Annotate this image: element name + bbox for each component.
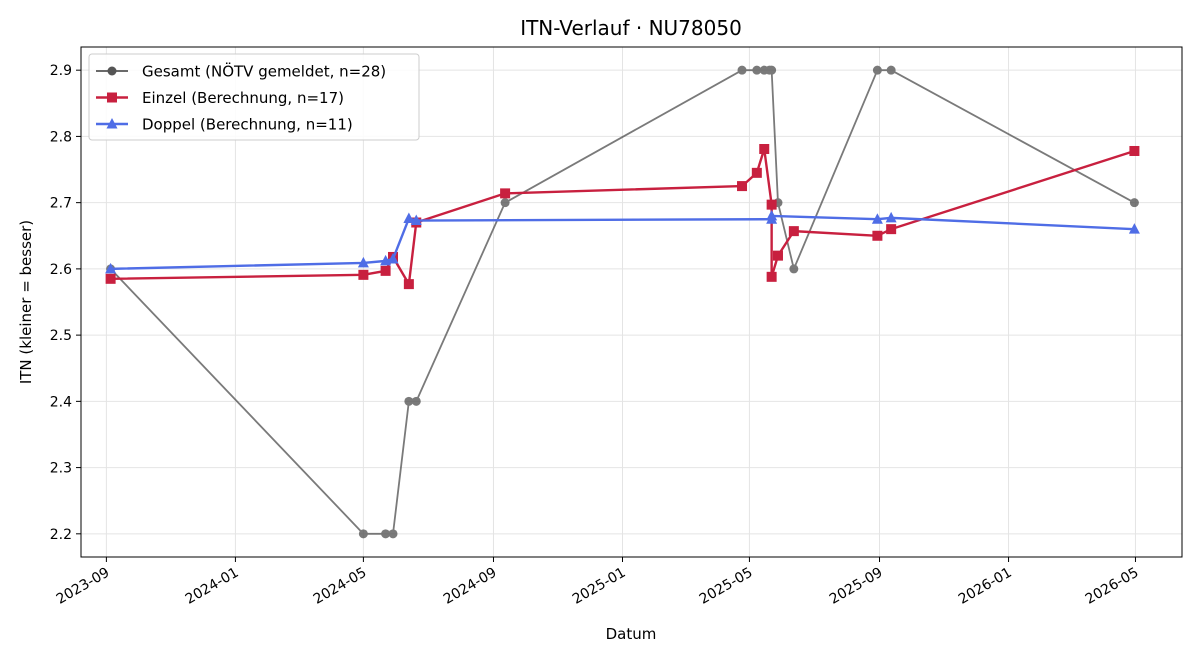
x-tick-label: 2024-05 — [311, 565, 370, 608]
data-point-square — [737, 181, 748, 192]
legend-item: Gesamt (NÖTV gemeldet, n=28) — [96, 62, 386, 81]
data-point-square — [886, 224, 897, 235]
data-point-square — [1129, 145, 1140, 156]
data-point-square — [772, 250, 783, 261]
data-point-circle — [358, 529, 368, 539]
data-point-triangle — [105, 262, 117, 274]
legend-marker — [107, 92, 117, 103]
legend-label: Doppel (Berechnung, n=11) — [142, 116, 353, 134]
x-tick-label: 2023-09 — [54, 565, 113, 608]
y-tick-label: 2.9 — [50, 63, 72, 79]
data-point-circle — [404, 396, 414, 406]
data-point-circle — [872, 65, 882, 75]
data-point-circle — [411, 396, 421, 406]
plot-area — [80, 46, 1183, 558]
data-point-square — [358, 269, 369, 280]
x-axis-title: Datum — [606, 625, 657, 643]
data-point-square — [380, 265, 391, 276]
series-group — [105, 65, 1140, 539]
legend-label: Gesamt (NÖTV gemeldet, n=28) — [142, 62, 386, 81]
data-point-circle — [500, 198, 510, 208]
legend: Gesamt (NÖTV gemeldet, n=28) Einzel (Bere… — [88, 53, 420, 141]
x-tick-label: 2026-01 — [956, 565, 1015, 608]
data-point-square — [788, 226, 799, 237]
x-tick-label: 2026-05 — [1083, 565, 1142, 608]
legend-item: Doppel (Berechnung, n=11) — [96, 116, 353, 134]
data-point-triangle — [403, 212, 415, 224]
data-point-square — [872, 230, 883, 241]
chart-title: ITN-Verlauf · NU78050 — [520, 16, 742, 40]
data-point-triangle — [766, 209, 778, 221]
grid — [81, 47, 1182, 557]
data-point-triangle — [871, 213, 883, 224]
data-point-circle — [388, 529, 398, 539]
legend-marker — [107, 66, 117, 76]
legend-item: Einzel (Berechnung, n=17) — [96, 89, 344, 107]
x-tick-label: 2025-05 — [697, 565, 756, 608]
y-tick-label: 2.2 — [50, 527, 72, 543]
data-point-circle — [789, 264, 799, 274]
y-tick-label: 2.5 — [50, 328, 72, 344]
data-point-triangle — [357, 256, 369, 268]
data-point-circle — [1129, 198, 1139, 208]
data-point-circle — [886, 65, 896, 75]
data-point-square — [751, 167, 762, 178]
data-point-triangle — [885, 211, 897, 223]
data-point-triangle — [410, 214, 422, 226]
x-tick-label: 2024-09 — [441, 565, 500, 608]
legend-box — [88, 53, 420, 141]
y-tick-label: 2.8 — [50, 129, 72, 145]
data-point-circle — [752, 65, 762, 75]
x-tick-label: 2024-01 — [183, 565, 242, 608]
data-point-square — [500, 188, 511, 199]
data-point-circle — [737, 65, 747, 75]
legend-label: Einzel (Berechnung, n=17) — [142, 89, 344, 107]
data-point-circle — [767, 65, 777, 75]
legend-marker — [106, 118, 118, 129]
y-tick-label: 2.4 — [50, 394, 72, 410]
y-tick-label: 2.3 — [50, 461, 72, 477]
x-tick-label: 2025-09 — [827, 565, 886, 608]
data-point-triangle — [387, 252, 399, 264]
data-point-square — [766, 199, 777, 210]
x-tick-label: 2025-01 — [570, 565, 629, 608]
y-tick-label: 2.7 — [50, 196, 72, 212]
data-point-square — [766, 271, 777, 282]
data-point-circle — [381, 529, 391, 539]
data-point-square — [759, 144, 770, 154]
y-tick-label: 2.6 — [50, 262, 72, 278]
y-axis-title: ITN (kleiner = besser) — [17, 220, 35, 384]
series-2 — [105, 209, 1140, 274]
data-point-square — [403, 279, 414, 290]
data-point-triangle — [1128, 223, 1140, 234]
data-point-square — [105, 273, 116, 284]
